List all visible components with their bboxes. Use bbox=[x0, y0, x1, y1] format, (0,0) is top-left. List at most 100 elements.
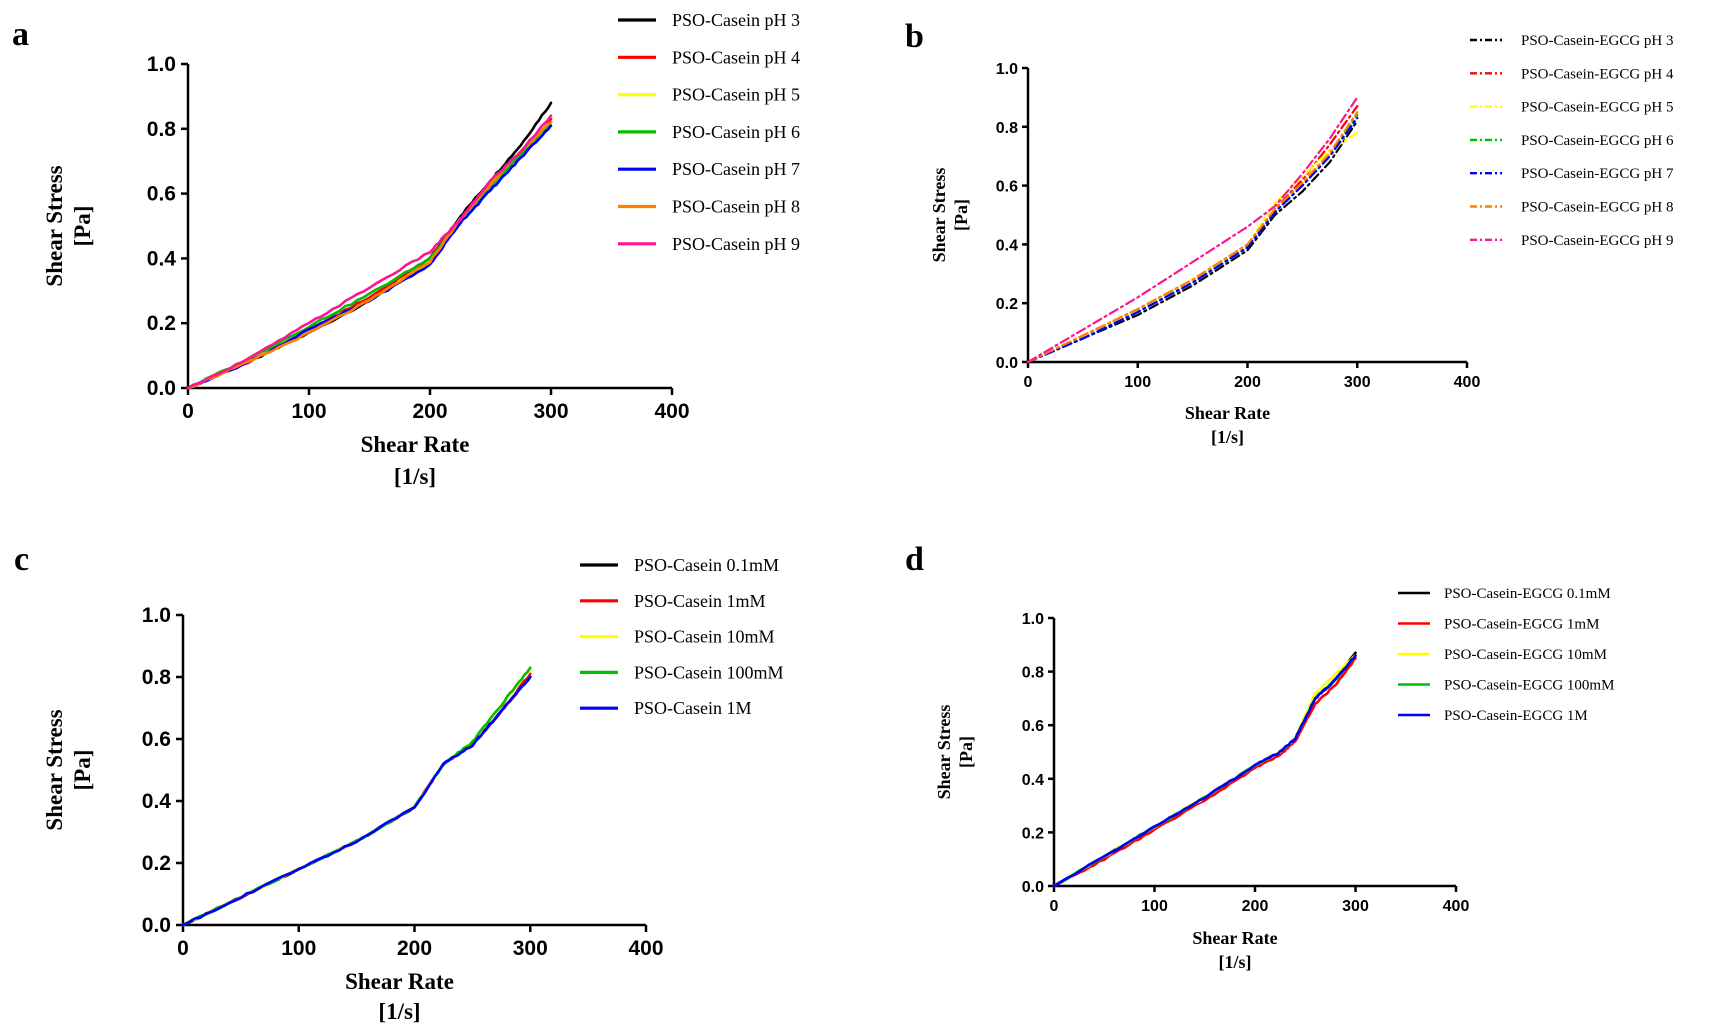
panel-label: d bbox=[905, 541, 924, 578]
series-line-1 bbox=[186, 101, 553, 390]
legend-label: PSO-Casein-EGCG 1M bbox=[1444, 708, 1588, 724]
y-tick-label: 0.6 bbox=[1022, 718, 1044, 735]
y-tick-label: 0.4 bbox=[142, 790, 172, 813]
y-axis-unit: [Pa] bbox=[956, 736, 976, 768]
y-axis-title: Shear Stress bbox=[42, 709, 67, 830]
series-line-2 bbox=[186, 117, 553, 390]
y-tick-label: 0.0 bbox=[996, 355, 1018, 372]
y-tick-label: 0.2 bbox=[147, 312, 176, 335]
x-tick-label: 400 bbox=[1454, 374, 1481, 391]
y-tick-label: 0.4 bbox=[147, 247, 177, 270]
series-line-5 bbox=[1026, 116, 1359, 364]
x-tick-label: 400 bbox=[654, 400, 689, 423]
series-line-6 bbox=[1026, 111, 1359, 364]
series-line-6 bbox=[186, 121, 553, 390]
series-line-1 bbox=[1052, 651, 1357, 888]
y-tick-label: 0.6 bbox=[147, 183, 176, 206]
y-axis-unit: [Pa] bbox=[70, 206, 95, 247]
y-axis-title: Shear Stress bbox=[934, 705, 954, 800]
y-tick-label: 1.0 bbox=[142, 604, 171, 627]
x-axis-title: Shear Rate bbox=[361, 432, 470, 457]
y-axis-title: Shear Stress bbox=[42, 165, 67, 286]
legend-label: PSO-Casein pH 3 bbox=[672, 10, 800, 30]
x-tick-label: 300 bbox=[533, 400, 568, 423]
legend-label: PSO-Casein 100mM bbox=[634, 662, 784, 682]
chart-panel-a: a 0 100 200 300 400 0.0 0.2 0.4 0.6 0.8 1.0 Shear Ra… bbox=[12, 10, 800, 489]
legend-label: PSO-Casein-EGCG 0.1mM bbox=[1444, 586, 1611, 602]
series-line-3 bbox=[186, 114, 553, 390]
series-line-4 bbox=[181, 666, 532, 927]
x-tick-label: 100 bbox=[291, 400, 326, 423]
y-tick-label: 0.8 bbox=[142, 666, 172, 689]
series-line-3 bbox=[181, 666, 532, 927]
x-tick-label: 300 bbox=[1344, 374, 1371, 391]
y-tick-label: 0.4 bbox=[1022, 772, 1044, 789]
series-line-2 bbox=[181, 672, 532, 927]
y-tick-label: 0.6 bbox=[996, 179, 1018, 196]
x-axis-unit: [1/s] bbox=[1219, 952, 1252, 972]
x-tick-label: 400 bbox=[628, 937, 663, 960]
legend-label: PSO-Casein pH 4 bbox=[672, 47, 800, 67]
legend-label: PSO-Casein-EGCG pH 9 bbox=[1521, 233, 1674, 249]
legend-label: PSO-Casein-EGCG pH 4 bbox=[1521, 66, 1674, 82]
y-tick-label: 0.0 bbox=[147, 377, 176, 400]
y-axis-unit: [Pa] bbox=[951, 199, 971, 231]
x-tick-label: 300 bbox=[1342, 898, 1369, 915]
y-axis-title: Shear Stress bbox=[929, 168, 949, 263]
legend-label: PSO-Casein-EGCG 100mM bbox=[1444, 678, 1614, 694]
panel-label: a bbox=[12, 16, 29, 53]
x-axis-unit: [1/s] bbox=[378, 999, 420, 1024]
x-tick-label: 100 bbox=[1141, 898, 1168, 915]
y-tick-label: 1.0 bbox=[1022, 611, 1044, 628]
legend-label: PSO-Casein pH 7 bbox=[672, 159, 800, 179]
series-line-7 bbox=[1026, 96, 1359, 364]
legend-label: PSO-Casein pH 9 bbox=[672, 234, 800, 254]
panel-label: b bbox=[905, 18, 924, 55]
legend-label: PSO-Casein pH 8 bbox=[672, 197, 800, 217]
panel-label: c bbox=[14, 541, 29, 578]
y-tick-label: 0.8 bbox=[147, 118, 177, 141]
y-tick-label: 0.2 bbox=[996, 296, 1018, 313]
x-tick-label: 400 bbox=[1443, 898, 1470, 915]
legend-label: PSO-Casein pH 6 bbox=[672, 122, 800, 142]
legend-label: PSO-Casein 1M bbox=[634, 698, 752, 718]
y-tick-label: 0.0 bbox=[142, 914, 171, 937]
legend-label: PSO-Casein-EGCG pH 5 bbox=[1521, 100, 1674, 116]
x-tick-label: 200 bbox=[412, 400, 447, 423]
legend: PSO-Casein pH 3 PSO-Casein pH 4 PSO-Casein… bbox=[618, 10, 800, 254]
x-axis-title: Shear Rate bbox=[1185, 403, 1270, 423]
x-tick-label: 200 bbox=[1242, 898, 1269, 915]
x-tick-label: 0 bbox=[182, 400, 194, 423]
x-axis-title: Shear Rate bbox=[1192, 928, 1277, 948]
series-line-5 bbox=[181, 675, 532, 927]
x-axis-unit: [1/s] bbox=[394, 464, 436, 489]
legend-label: PSO-Casein-EGCG pH 8 bbox=[1521, 200, 1674, 216]
series-line-7 bbox=[186, 114, 553, 390]
legend-label: PSO-Casein-EGCG pH 6 bbox=[1521, 133, 1674, 149]
x-tick-label: 200 bbox=[1234, 374, 1261, 391]
y-tick-label: 0.4 bbox=[996, 237, 1018, 254]
chart-panel-c: c 0 100 200 300 400 0.0 0.2 0.4 0.6 0.8 1.0 Shear Ra… bbox=[14, 541, 784, 1024]
legend: PSO-Casein-EGCG pH 3 PSO-Casein-EGCG pH 4… bbox=[1470, 33, 1674, 249]
legend-label: PSO-Casein 10mM bbox=[634, 627, 775, 647]
series-line-5 bbox=[1052, 654, 1357, 888]
legend: PSO-Casein 0.1mM PSO-Casein 1mM PSO-Casein… bbox=[580, 555, 784, 718]
y-tick-label: 0.2 bbox=[142, 852, 171, 875]
chart-panel-b: b 0 100 200 300 400 0.0 0.2 0.4 0.6 0.8 1.0 Shear Ra… bbox=[905, 18, 1674, 447]
y-tick-label: 0.8 bbox=[1022, 665, 1044, 682]
legend: PSO-Casein-EGCG 0.1mM PSO-Casein-EGCG 1mM… bbox=[1398, 586, 1614, 724]
y-tick-label: 0.8 bbox=[996, 120, 1018, 137]
y-tick-label: 1.0 bbox=[147, 53, 176, 76]
series-line-4 bbox=[1052, 654, 1357, 888]
y-tick-label: 0.0 bbox=[1022, 879, 1044, 896]
series-line-4 bbox=[1026, 113, 1359, 364]
x-tick-label: 0 bbox=[1050, 898, 1059, 915]
y-tick-label: 1.0 bbox=[996, 61, 1018, 78]
series-line-2 bbox=[1026, 105, 1359, 364]
legend-label: PSO-Casein-EGCG 10mM bbox=[1444, 647, 1607, 663]
series-line-3 bbox=[1052, 654, 1357, 888]
x-tick-label: 200 bbox=[397, 937, 432, 960]
x-axis-title: Shear Rate bbox=[345, 969, 454, 994]
legend-label: PSO-Casein 0.1mM bbox=[634, 555, 779, 575]
